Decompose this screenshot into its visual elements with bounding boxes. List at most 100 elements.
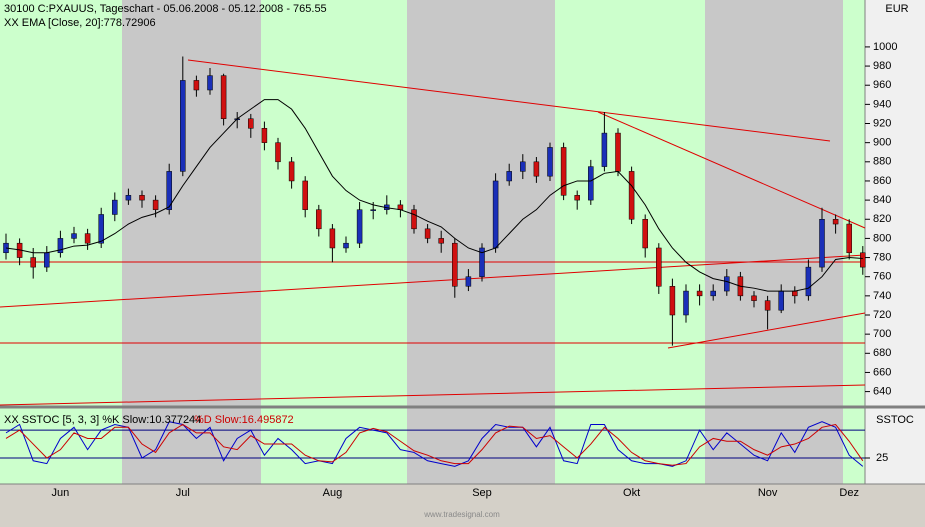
y-tick-label: 640 xyxy=(873,386,891,398)
candle-body xyxy=(724,276,730,292)
trendline xyxy=(667,312,866,349)
overlay-legend: XX EMA [Close, 20]:778.72906 xyxy=(4,17,156,29)
trendline xyxy=(0,254,866,308)
candle-body xyxy=(424,228,431,239)
panel-title: SSTOC xyxy=(876,414,914,426)
candle-body xyxy=(465,276,472,287)
y-tick-label: 980 xyxy=(873,60,891,72)
candle-body xyxy=(669,286,676,316)
y-tick-label: 700 xyxy=(873,328,891,340)
x-tick-label: Dez xyxy=(839,487,859,499)
candle-body xyxy=(139,195,145,201)
candle-body xyxy=(152,199,159,210)
candle-body xyxy=(751,295,757,301)
candle-body xyxy=(220,75,227,119)
candle-body xyxy=(778,290,784,311)
x-tick-label: Jun xyxy=(52,487,70,499)
candle-body xyxy=(166,171,172,210)
candle-body xyxy=(30,257,36,268)
candle-body xyxy=(71,233,77,239)
y-tick-label: 720 xyxy=(873,309,891,321)
y-tick-label: 820 xyxy=(873,213,891,225)
candle-body xyxy=(411,209,417,230)
candle-body xyxy=(601,132,608,167)
candle-body xyxy=(261,128,268,143)
candle-body xyxy=(84,233,91,244)
candle-body xyxy=(193,80,200,91)
axis-area xyxy=(865,0,925,484)
unit-label: EUR xyxy=(885,3,908,15)
y-tick-label: 680 xyxy=(873,347,891,359)
candle-body xyxy=(764,300,771,311)
candle-body xyxy=(275,142,281,163)
band xyxy=(843,0,865,484)
y-tick-label: 840 xyxy=(873,194,891,206)
y-tick-label: 740 xyxy=(873,290,891,302)
candle-body xyxy=(343,242,349,249)
legend-d: %D Slow:16.495872 xyxy=(194,414,294,426)
candle-body xyxy=(329,228,336,249)
y-tick-label: 940 xyxy=(873,98,891,110)
candle-body xyxy=(520,161,526,172)
x-tick-label: Aug xyxy=(323,487,343,499)
stoch-line xyxy=(5,421,864,467)
candle-body xyxy=(125,195,132,201)
candle-body xyxy=(683,290,689,316)
candle-body xyxy=(316,209,322,230)
candle-body xyxy=(642,219,648,249)
candle-body xyxy=(302,180,308,210)
candle-body xyxy=(479,247,485,277)
candle-body xyxy=(370,209,376,211)
candle-body xyxy=(452,242,458,287)
candle-body xyxy=(44,252,50,268)
candle-body xyxy=(819,219,825,268)
candle-body xyxy=(438,238,444,244)
candle-body xyxy=(492,180,499,249)
band xyxy=(122,0,261,484)
band xyxy=(555,0,705,484)
y-tick-label: 780 xyxy=(873,251,891,263)
candle-body xyxy=(710,290,716,297)
candle-body xyxy=(696,290,703,297)
y-tick-label: 800 xyxy=(873,232,891,244)
x-tick-label: Jul xyxy=(176,487,190,499)
candle-body xyxy=(356,209,363,244)
marks xyxy=(0,56,866,467)
x-tick-label: Nov xyxy=(758,487,778,499)
candle-body xyxy=(615,132,621,172)
candle-body xyxy=(180,80,186,172)
x-tick-label: Sep xyxy=(472,487,492,499)
y-tick-label: 25 xyxy=(876,452,888,464)
trendline xyxy=(597,111,866,229)
ema-line xyxy=(5,99,863,292)
candle-body xyxy=(98,214,104,244)
candle-body xyxy=(574,195,580,201)
month-bands xyxy=(0,0,865,484)
candle-body xyxy=(248,118,254,129)
candle-body xyxy=(805,266,812,297)
chart-title: 30100 C:PXAUUS, Tageschart - 05.06.2008 … xyxy=(4,3,327,15)
candle-body xyxy=(547,147,553,177)
y-tick-label: 1000 xyxy=(873,41,897,53)
candle-body xyxy=(628,171,635,220)
y-tick-label: 860 xyxy=(873,175,891,187)
stoch-line xyxy=(5,423,864,466)
y-tick-label: 880 xyxy=(873,156,891,168)
trendline xyxy=(0,384,866,406)
y-tick-label: 920 xyxy=(873,117,891,129)
x-tick-label: Okt xyxy=(623,487,640,499)
candle-body xyxy=(656,247,662,287)
trendline xyxy=(187,59,831,142)
footer: www.tradesignal.com xyxy=(423,510,500,519)
candle-body xyxy=(588,166,594,201)
legend-k: XX SSTOC [5, 3, 3] %K Slow:10.377244 xyxy=(4,414,201,426)
y-tick-label: 960 xyxy=(873,79,891,91)
candle-body xyxy=(207,75,213,91)
candle-body xyxy=(860,252,866,268)
band xyxy=(407,0,555,484)
candle-body xyxy=(533,161,540,177)
candle-body xyxy=(506,171,512,182)
y-tick-label: 660 xyxy=(873,366,891,378)
candle-body xyxy=(57,238,64,254)
